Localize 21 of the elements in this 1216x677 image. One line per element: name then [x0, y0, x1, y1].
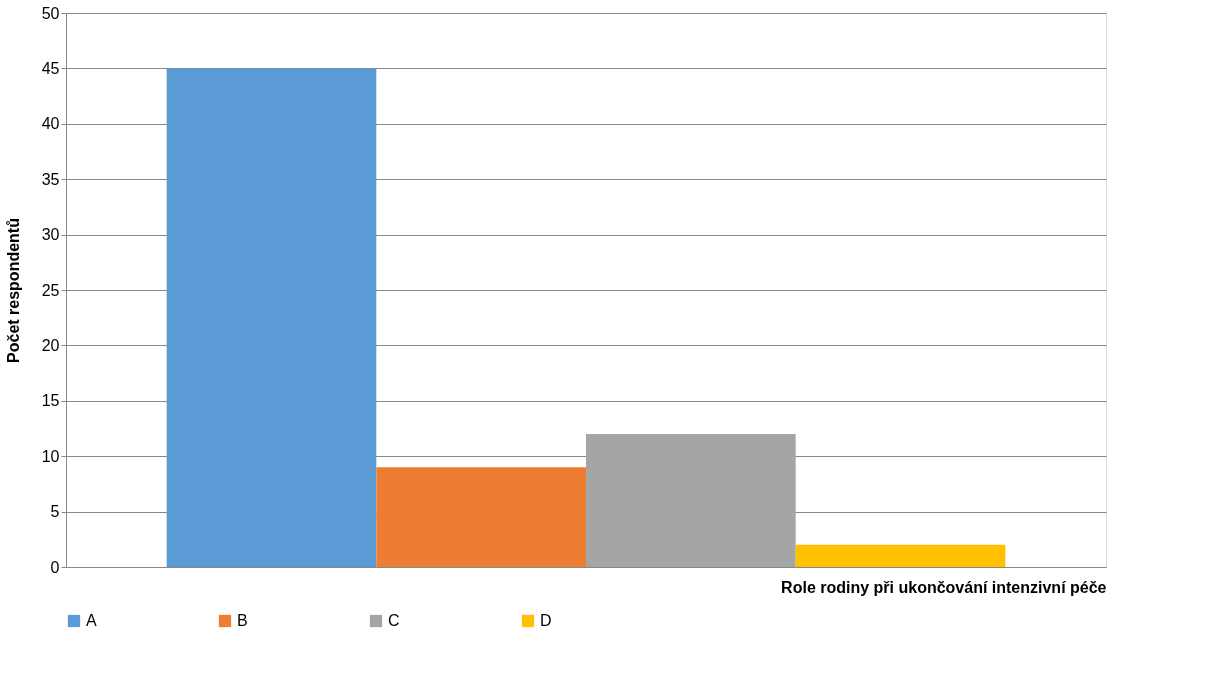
y-tick-label: 0 — [50, 558, 60, 576]
y-tick-label: 10 — [41, 447, 60, 465]
x-axis-title: Role rodiny při ukončování intenzivní péče — [781, 578, 1107, 596]
legend-label: D — [540, 612, 552, 629]
y-axis-title: Počet respondentů — [4, 218, 22, 363]
y-tick-label: 25 — [41, 281, 60, 299]
bar — [586, 434, 796, 567]
y-tick-label: 5 — [50, 503, 60, 521]
bar — [376, 467, 586, 567]
y-tick-label: 20 — [41, 336, 60, 354]
y-tick-label: 40 — [41, 115, 60, 133]
y-tick-label: 30 — [41, 226, 60, 244]
legend-label: B — [237, 612, 248, 629]
y-tick-label: 15 — [41, 392, 60, 410]
y-tick-label: 35 — [41, 170, 60, 188]
legend-label: C — [388, 612, 400, 629]
y-tick-label: 50 — [41, 4, 60, 22]
bar — [795, 544, 1006, 567]
legend-label: A — [86, 612, 97, 629]
y-tick-label: 45 — [41, 59, 60, 77]
bar — [166, 68, 377, 567]
